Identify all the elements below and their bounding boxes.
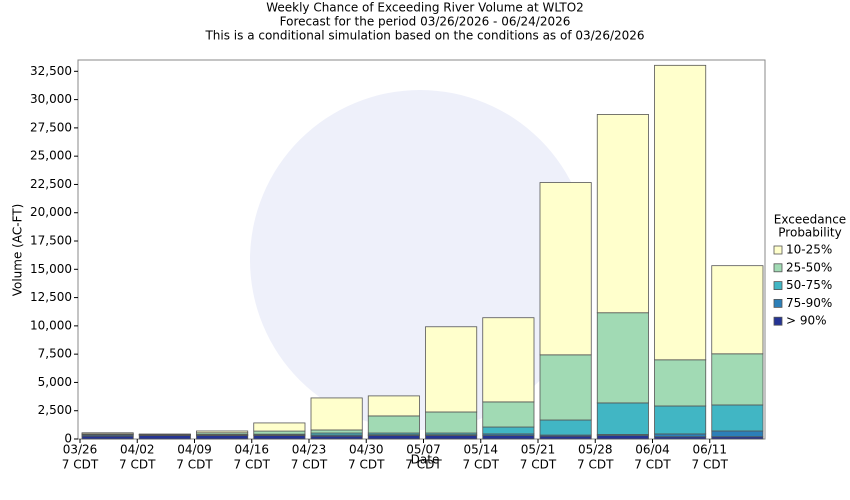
y-tick-label: 7,500 bbox=[38, 347, 72, 361]
legend-swatch bbox=[773, 245, 783, 255]
x-tick-sublabel: 7 CDT bbox=[463, 458, 500, 472]
bar-segment bbox=[711, 265, 764, 355]
bar-segment bbox=[596, 402, 649, 435]
plot-frame bbox=[77, 59, 766, 440]
bar-segment bbox=[367, 415, 420, 434]
bar-segment bbox=[81, 432, 134, 435]
x-tick-label: 04/30 bbox=[349, 443, 384, 457]
x-tick-sublabel: 7 CDT bbox=[405, 458, 442, 472]
x-tick-sublabel: 7 CDT bbox=[577, 458, 614, 472]
bar-segment bbox=[596, 114, 649, 314]
bar-segment bbox=[482, 435, 535, 440]
y-tick-label: 30,000 bbox=[30, 92, 72, 106]
bar-segment bbox=[711, 404, 764, 432]
x-tick-label: 06/11 bbox=[692, 443, 727, 457]
x-tick-sublabel: 7 CDT bbox=[176, 458, 213, 472]
bar-segment bbox=[482, 401, 535, 428]
bar-segment bbox=[539, 182, 592, 356]
chart-title: Weekly Chance of Exceeding River Volume … bbox=[266, 1, 584, 15]
x-tick-sublabel: 7 CDT bbox=[634, 458, 671, 472]
x-tick-label: 05/07 bbox=[406, 443, 441, 457]
legend-label: 10-25% bbox=[786, 243, 832, 257]
x-tick-label: 06/04 bbox=[635, 443, 670, 457]
bar-segment bbox=[654, 359, 707, 407]
x-tick-sublabel: 7 CDT bbox=[119, 458, 156, 472]
legend-label: > 90% bbox=[786, 314, 827, 328]
y-axis-label: Volume (AC-FT) bbox=[11, 204, 25, 297]
bar-segment bbox=[253, 422, 306, 432]
y-tick-label: 27,500 bbox=[30, 120, 72, 134]
legend-swatch bbox=[773, 281, 783, 291]
bar-segment bbox=[253, 430, 306, 435]
bar-segment bbox=[596, 312, 649, 404]
y-tick-label: 20,000 bbox=[30, 205, 72, 219]
bar-segment bbox=[81, 435, 134, 440]
x-tick-label: 03/26 bbox=[63, 443, 98, 457]
y-tick-label: 25,000 bbox=[30, 149, 72, 163]
y-tick-label: 22,500 bbox=[30, 177, 72, 191]
y-tick-label: 32,500 bbox=[30, 64, 72, 78]
chart-title: This is a conditional simulation based o… bbox=[204, 29, 644, 43]
bar-segment bbox=[654, 64, 707, 361]
y-tick-label: 0 bbox=[64, 432, 72, 446]
legend-swatch bbox=[773, 263, 783, 273]
y-tick-label: 12,500 bbox=[30, 290, 72, 304]
legend-label: 50-75% bbox=[786, 278, 832, 292]
bar-segment bbox=[425, 435, 478, 440]
x-tick-sublabel: 7 CDT bbox=[692, 458, 729, 472]
bar-segment bbox=[367, 435, 420, 440]
legend-swatch bbox=[773, 316, 783, 326]
bar-segment bbox=[367, 395, 420, 417]
chart-title: Forecast for the period 03/26/2026 - 06/… bbox=[280, 15, 571, 29]
bar-segment bbox=[425, 326, 478, 413]
legend-title: Probability bbox=[778, 226, 841, 240]
bar-segment bbox=[711, 353, 764, 406]
x-tick-sublabel: 7 CDT bbox=[62, 458, 99, 472]
bar-segment bbox=[425, 411, 478, 434]
bar-segment bbox=[310, 397, 363, 431]
legend-label: 25-50% bbox=[786, 260, 832, 274]
legend-title: Exceedance bbox=[774, 213, 846, 227]
x-tick-sublabel: 7 CDT bbox=[291, 458, 328, 472]
bar-segment bbox=[196, 430, 249, 434]
x-tick-label: 05/21 bbox=[521, 443, 556, 457]
bar-segment bbox=[539, 435, 592, 440]
x-tick-label: 04/09 bbox=[177, 443, 212, 457]
bar-segment bbox=[539, 419, 592, 436]
bar-segment bbox=[654, 433, 707, 438]
x-tick-label: 04/02 bbox=[120, 443, 155, 457]
bar-segment bbox=[596, 435, 649, 440]
x-tick-sublabel: 7 CDT bbox=[234, 458, 271, 472]
x-tick-sublabel: 7 CDT bbox=[348, 458, 385, 472]
x-tick-label: 04/23 bbox=[292, 443, 327, 457]
legend-swatch bbox=[773, 298, 783, 308]
x-tick-label: 05/28 bbox=[578, 443, 613, 457]
legend-label: 75-90% bbox=[786, 296, 832, 310]
y-tick-label: 5,000 bbox=[38, 375, 72, 389]
bar-segment bbox=[539, 354, 592, 421]
bar-segment bbox=[310, 429, 363, 434]
bar-segment bbox=[310, 435, 363, 440]
bar-segment bbox=[253, 435, 306, 440]
x-tick-label: 05/14 bbox=[463, 443, 498, 457]
y-tick-label: 17,500 bbox=[30, 234, 72, 248]
bar-segment bbox=[654, 405, 707, 435]
x-axis-label: Date bbox=[411, 453, 440, 467]
bar-segment bbox=[138, 435, 191, 440]
x-tick-label: 04/16 bbox=[234, 443, 269, 457]
watermark bbox=[250, 90, 590, 430]
bar-segment bbox=[482, 426, 535, 435]
y-tick-label: 15,000 bbox=[30, 262, 72, 276]
y-tick-label: 2,500 bbox=[38, 403, 72, 417]
x-tick-sublabel: 7 CDT bbox=[520, 458, 557, 472]
bar-segment bbox=[482, 317, 535, 403]
bar-segment bbox=[711, 430, 764, 438]
y-tick-label: 10,000 bbox=[30, 318, 72, 332]
bar-segment bbox=[196, 435, 249, 440]
